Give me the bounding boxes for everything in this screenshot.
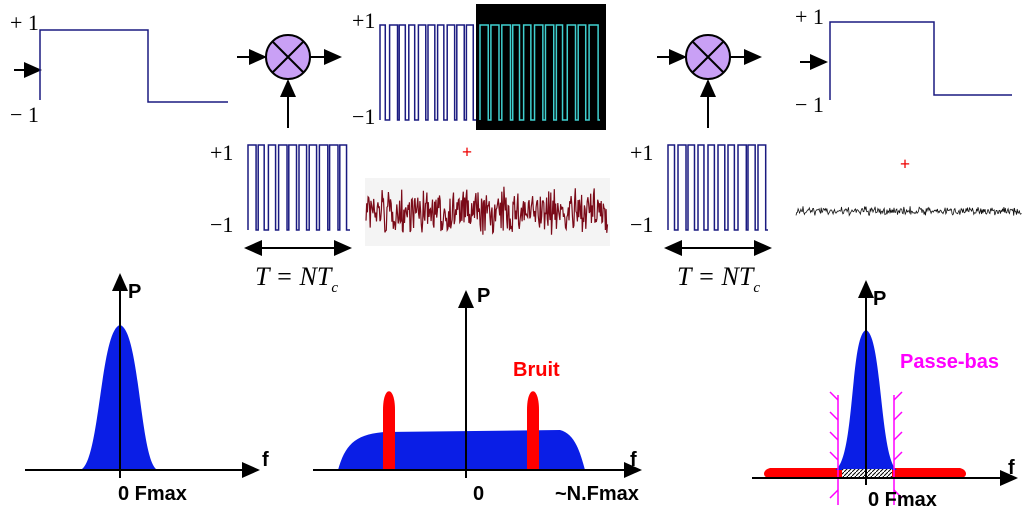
spectrum-spread: P f 0 ~N.Fmax Bruit	[313, 285, 640, 505]
period-sub: c	[331, 280, 338, 296]
axis-label: f	[262, 449, 269, 471]
tick-label: 0	[473, 483, 484, 505]
period-text: T = NT	[255, 262, 333, 291]
spectrum-in: P f 0 Fmax	[25, 275, 269, 505]
filter-label: Passe-bas	[900, 351, 999, 373]
code-2: +1 −1 T = NTc	[630, 140, 770, 296]
axis-label: P	[873, 288, 886, 310]
plus: +	[462, 142, 472, 162]
spread-signal: +1 −1	[352, 4, 606, 130]
noise	[365, 178, 610, 246]
level-low: −1	[352, 104, 375, 129]
level-high: +1	[210, 140, 233, 165]
axis-label: f	[630, 449, 637, 471]
diagram: + 1 − 1 +1 −1 +1 −1 T = NTc + +1 −1 T = …	[0, 0, 1024, 510]
level-high: + 1	[795, 4, 824, 29]
plus: +	[900, 154, 910, 174]
level-low: −1	[210, 212, 233, 237]
level-high: + 1	[10, 10, 39, 35]
axis-label: P	[477, 285, 490, 307]
level-high: +1	[352, 8, 375, 33]
axis-label: f	[1008, 457, 1015, 479]
tick-label: 0 Fmax	[118, 483, 187, 505]
period: T = NTc	[677, 262, 760, 296]
period-text: T = NT	[677, 262, 755, 291]
multiplier	[237, 35, 340, 128]
tick-label: 0 Fmax	[868, 489, 937, 510]
period-sub: c	[753, 280, 760, 296]
signal-in: + 1 − 1	[10, 10, 228, 127]
axis-label: P	[128, 281, 141, 303]
noise-trace	[796, 206, 1021, 215]
tick-label: ~N.Fmax	[555, 483, 639, 505]
signal-out: + 1 − 1	[795, 4, 1012, 117]
period: T = NTc	[255, 262, 338, 296]
level-low: − 1	[10, 102, 39, 127]
noise	[796, 206, 1021, 215]
level-low: − 1	[795, 92, 824, 117]
multiplier	[657, 35, 760, 128]
level-low: −1	[630, 212, 653, 237]
level-high: +1	[630, 140, 653, 165]
code-1: +1 −1 T = NTc	[210, 140, 350, 296]
noise-label: Bruit	[513, 359, 560, 381]
spectrum-out: P f 0 Fmax Passe-bas	[752, 282, 1016, 510]
